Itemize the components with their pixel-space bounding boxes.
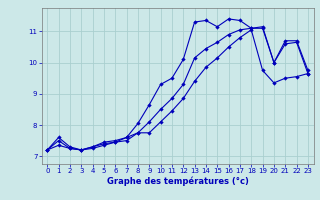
X-axis label: Graphe des températures (°c): Graphe des températures (°c)	[107, 177, 249, 186]
